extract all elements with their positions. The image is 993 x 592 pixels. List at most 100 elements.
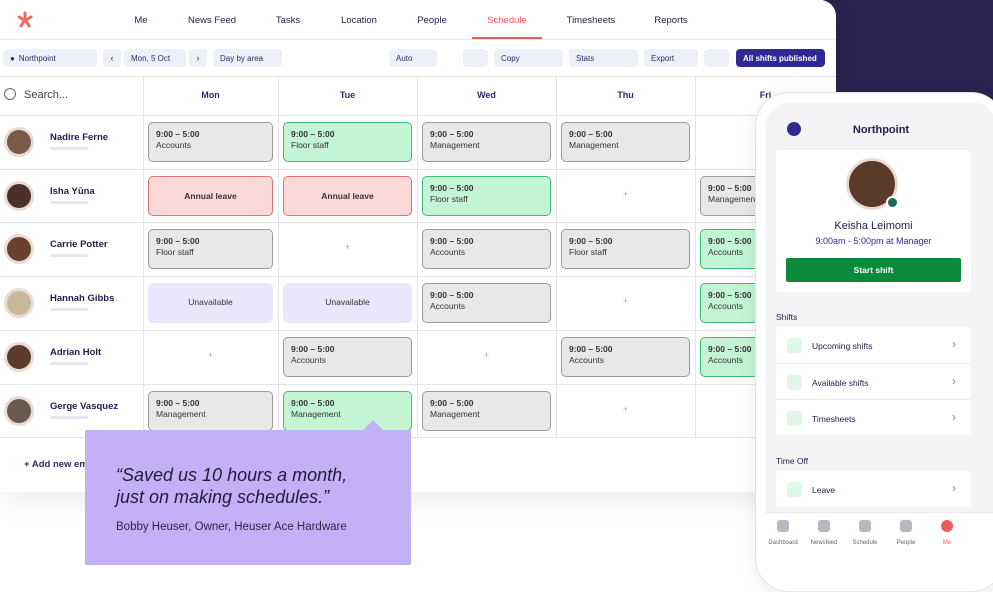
start-shift-btn[interactable]: Start shift [786, 258, 961, 282]
day-header: Mon [201, 90, 220, 100]
row-divider [0, 276, 836, 278]
shift-cell[interactable]: Annual leave [148, 175, 273, 216]
item-label: Timesheets [812, 414, 856, 424]
shift-role: Accounts [156, 140, 191, 150]
nav-item[interactable]: News Feed [187, 15, 237, 26]
add-employee[interactable]: + Add new em [24, 459, 88, 470]
shift-role: Management [291, 408, 341, 419]
shift-cell[interactable]: 9:00 – 5:00 Accounts [148, 122, 273, 162]
shift-role: Floor staff [569, 247, 607, 258]
chevron: › [952, 410, 956, 424]
nav-item[interactable]: Tasks [275, 15, 301, 26]
app-window: Me News Feed Tasks Location People Schedule Ti… [0, 11, 836, 470]
shift-cell[interactable]: Unavailable [148, 283, 273, 324]
view-select[interactable]: Day by area [213, 49, 282, 67]
tab-label[interactable]: Me [942, 540, 952, 546]
shift-cell[interactable]: 9:00 – 5:00 Floor staff [422, 175, 551, 216]
shift-cell[interactable]: 9:00 – 5:00 Management [148, 390, 273, 431]
next-btn[interactable]: › [189, 49, 207, 67]
shift-cell[interactable]: Annual leave [283, 175, 412, 216]
shift-role: Accounts [708, 354, 743, 365]
empty-cell[interactable]: + [207, 349, 214, 360]
avatar [4, 180, 34, 211]
shift-cell[interactable]: 9:00 – 5:00 Floor staff [283, 122, 412, 162]
shift-cell[interactable]: 9:00 – 5:00 Accounts [283, 336, 412, 377]
list-item[interactable]: Upcoming shifts › [776, 327, 971, 363]
list-card: Upcoming shifts › Available shifts › Timeshe… [776, 327, 971, 435]
shift-role: Accounts [708, 301, 743, 312]
toolbar-divider [0, 76, 836, 77]
nav-item[interactable]: Me [134, 15, 148, 26]
copy-btn[interactable]: Copy [494, 49, 563, 67]
refresh-btn[interactable] [463, 49, 488, 67]
shift-cell[interactable]: 9:00 – 5:00 Management [422, 390, 551, 431]
shift-cell[interactable]: 9:00 – 5:00 Management [422, 122, 551, 162]
profile-shift[interactable]: 9:00am - 5:00pm at Manager [815, 236, 932, 246]
shift-role: Accounts [430, 301, 465, 312]
day-header: Fri [759, 90, 772, 100]
phone: Northpoint Keisha Leimomi 9:00am - 5:00pm … [755, 92, 993, 592]
item-label: Leave [812, 485, 836, 495]
shift-time: 9:00 – 5:00 [156, 397, 200, 408]
pin: ● [10, 53, 15, 63]
shift-cell[interactable]: 9:00 – 5:00 Accounts [422, 229, 551, 270]
day-header: Wed [477, 90, 496, 100]
column-divider [556, 77, 557, 439]
auto-btn-label: Auto [396, 53, 413, 63]
cell-label: Annual leave [184, 190, 237, 201]
employee-name: Carrie Potter [50, 239, 108, 251]
list-item[interactable]: Leave › [776, 471, 971, 507]
shift-cell[interactable]: 9:00 – 5:00 Floor staff [561, 229, 690, 270]
shift-cell[interactable]: 9:00 – 5:00 Accounts [422, 283, 551, 324]
item-label: Upcoming shifts [812, 341, 873, 351]
empty-cell[interactable]: + [483, 349, 490, 360]
list-item[interactable]: Available shifts › [776, 363, 971, 399]
logo [17, 11, 33, 28]
shift-time: 9:00 – 5:00 [569, 343, 613, 354]
shift-role: Floor staff [430, 193, 468, 204]
item-icon [787, 482, 802, 497]
nav-item[interactable]: Location [341, 15, 377, 26]
empty-cell[interactable]: + [622, 296, 629, 307]
list-item[interactable]: Timesheets › [776, 399, 971, 435]
empty-cell[interactable]: + [622, 403, 629, 414]
shift-time: 9:00 – 5:00 [430, 397, 474, 408]
tab-label[interactable]: Dashboard [768, 540, 798, 546]
location-select[interactable]: ● Northpoint [3, 49, 97, 67]
publish-btn[interactable]: All shifts published [736, 49, 825, 67]
cell-label: Annual leave [321, 190, 374, 201]
shift-time: 9:00 – 5:00 [569, 129, 613, 139]
nav-item[interactable]: Reports [654, 15, 688, 26]
chevron: › [952, 481, 956, 495]
shift-cell[interactable]: 9:00 – 5:00 Accounts [561, 336, 690, 377]
empty-cell[interactable]: + [344, 242, 351, 253]
search[interactable]: Search... [24, 89, 69, 101]
nav-item[interactable]: People [417, 15, 447, 26]
tab-label[interactable]: People [896, 540, 916, 546]
settings-btn[interactable] [704, 49, 729, 67]
row-divider [0, 222, 836, 224]
tab-label[interactable]: Newsfeed [810, 540, 838, 546]
empty-cell[interactable]: + [622, 188, 629, 199]
prev-btn[interactable]: ‹ [103, 49, 121, 67]
shift-time: 9:00 – 5:00 [430, 290, 474, 301]
shift-cell[interactable]: Unavailable [283, 283, 412, 324]
stats-btn-label: Stats [576, 53, 595, 63]
tab-label[interactable]: Schedule [852, 540, 878, 546]
nav-item[interactable]: Timesheets [566, 15, 616, 26]
stats-btn[interactable]: Stats [569, 49, 638, 67]
auto-btn[interactable]: Auto [389, 49, 437, 67]
shift-cell[interactable]: 9:00 – 5:00 Management [561, 122, 690, 162]
shift-cell[interactable]: 9:00 – 5:00 Floor staff [148, 229, 273, 270]
name-subline [50, 361, 88, 365]
dark-panel [823, 0, 993, 110]
export-btn[interactable]: Export [644, 49, 698, 67]
shift-role: Management [569, 140, 619, 150]
copy-btn-label: Copy [501, 53, 520, 63]
shift-cell[interactable]: 9:00 – 5:00 Management [283, 390, 412, 431]
date-select[interactable]: Mon, 5 Oct [124, 49, 186, 67]
nav-item[interactable]: Schedule [487, 15, 527, 26]
profile-avatar [846, 158, 898, 210]
employee-name: Isha Yūna [50, 185, 95, 197]
